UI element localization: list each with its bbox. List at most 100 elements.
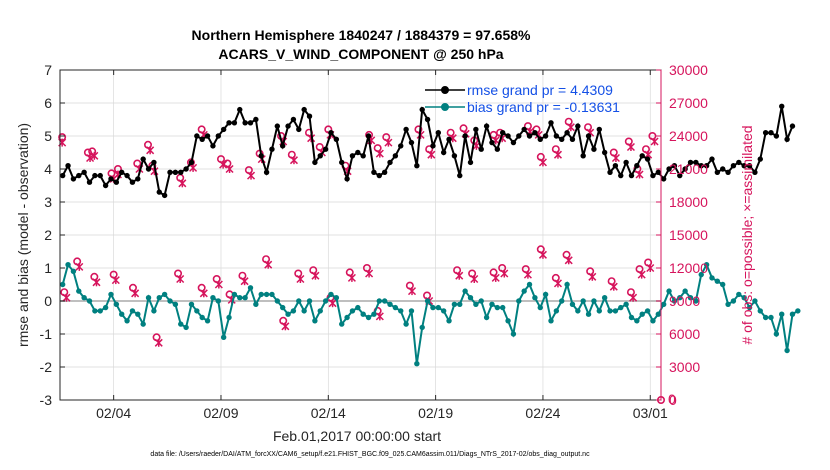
bias-point (59, 281, 66, 288)
legend-bias-marker (441, 103, 449, 111)
bias-point (258, 291, 264, 298)
bias-point (398, 308, 404, 314)
bias-point (693, 298, 699, 304)
rmse-point (446, 136, 452, 142)
left-y-ticks: -3 -2 -1 0 1 2 3 4 5 6 7 (40, 62, 65, 408)
rmse-point (671, 163, 678, 169)
rmse-point (623, 159, 629, 166)
rmse-point (462, 133, 468, 139)
rmse-point (537, 136, 543, 142)
rmse-point (660, 176, 667, 182)
bias-point (494, 304, 501, 311)
bias-point (623, 301, 629, 307)
rmse-point (548, 120, 554, 126)
rmse-point (585, 133, 592, 139)
right-y-tick-label: 12000 (669, 260, 708, 276)
rmse-point (532, 130, 538, 136)
bias-point (703, 262, 710, 268)
obs-assimilated-marker (289, 156, 298, 165)
bias-point (97, 308, 103, 314)
rmse-point (86, 179, 93, 185)
rmse-point (274, 123, 281, 129)
rmse-point (687, 159, 694, 166)
right-y-tick-label: 30000 (669, 62, 708, 78)
obs-assimilated-marker (62, 293, 71, 302)
bias-point (279, 304, 286, 311)
bias-point (478, 298, 484, 304)
x-tick-label: 02/09 (203, 405, 238, 421)
rmse-point (559, 136, 565, 142)
bias-point (253, 301, 259, 307)
rmse-point (655, 169, 662, 175)
obs-assimilated-marker (538, 158, 547, 167)
rmse-point (564, 130, 570, 136)
data-file-footnote: data file: /Users/raeder/DAI/ATM_forcXX/… (150, 451, 590, 458)
rmse-point (161, 192, 168, 199)
rmse-point (290, 116, 297, 123)
rmse-point (483, 123, 490, 129)
rmse-point (757, 156, 763, 162)
rmse-point (752, 169, 758, 175)
rmse-point (220, 126, 227, 133)
bias-point (671, 298, 678, 304)
rmse-point (569, 136, 576, 142)
right-y-ticks: 0 3000 6000 9000 12000 15000 18000 21000 24000 27… (656, 62, 708, 408)
bias-point (237, 295, 243, 301)
rmse-point (526, 133, 533, 139)
bias-point (194, 308, 200, 314)
bias-point (140, 321, 146, 327)
bias-point (467, 295, 474, 301)
x-ticks: 02/04 02/09 02/14 02/19 02/24 03/01 (96, 70, 668, 421)
obs-assimilated-marker (347, 273, 356, 282)
bias-point (344, 314, 350, 321)
obs-assimilated-marker (199, 289, 208, 298)
rmse-point (677, 172, 683, 179)
bias-point (124, 318, 130, 324)
rmse-point (178, 169, 184, 175)
bias-point (365, 314, 372, 321)
rmse-point (746, 163, 753, 169)
rmse-point (140, 156, 146, 162)
bias-point (156, 295, 162, 301)
right-y-tick-label: 21000 (669, 161, 708, 177)
bias-point (145, 295, 152, 301)
rmse-point (172, 169, 179, 175)
rmse-point (59, 172, 66, 179)
bias-point (430, 304, 436, 311)
bias-point (757, 308, 763, 314)
rmse-point (237, 106, 243, 113)
left-y-tick-label: -3 (40, 392, 53, 408)
left-y-tick-label: 2 (44, 227, 52, 243)
bias-point (301, 308, 307, 314)
x-tick-label: 02/04 (96, 405, 131, 421)
rmse-point (349, 153, 356, 159)
rmse-point (242, 120, 248, 126)
bias-point (161, 291, 168, 298)
bias-series-line (61, 262, 799, 364)
rmse-point (285, 123, 291, 129)
rmse-point (365, 133, 372, 139)
rmse-point (698, 163, 704, 169)
zero-count-marker (656, 395, 665, 404)
left-y-tick-label: 5 (44, 128, 52, 144)
series-lines (59, 103, 801, 367)
bias-point (720, 281, 726, 288)
obs-assimilated-marker (219, 160, 228, 169)
x-axis-label: Feb.01,2017 00:00:00 start (273, 428, 441, 444)
rmse-point (703, 163, 710, 169)
bias-point (328, 291, 334, 298)
bias-point (247, 285, 254, 291)
rmse-point (596, 126, 602, 133)
obs-assimilated-marker (214, 280, 223, 289)
bias-point (274, 298, 281, 304)
right-y-tick-label: 15000 (669, 227, 708, 243)
bias-point (677, 295, 683, 301)
rmse-point (435, 130, 442, 136)
rmse-point (521, 126, 527, 133)
rmse-point (580, 153, 586, 159)
bias-point (628, 314, 635, 321)
bias-point (135, 311, 141, 317)
rmse-point (714, 169, 721, 175)
rmse-point (408, 139, 415, 146)
rmse-point (113, 179, 120, 185)
